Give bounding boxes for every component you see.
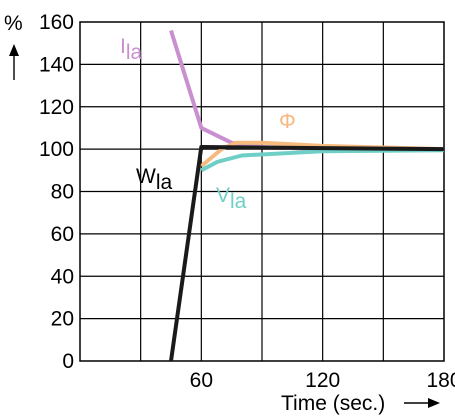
series-line-w — [169, 145, 445, 362]
series-label-i: Ila — [120, 35, 143, 64]
y-tick-label: 20 — [51, 308, 74, 331]
series-line-i — [169, 29, 444, 152]
y-axis-label: % — [4, 12, 23, 35]
x-tick-label: 180 — [426, 369, 455, 392]
y-tick-label: 80 — [51, 181, 74, 204]
y-tick-label: 100 — [39, 138, 74, 161]
y-tick-label: 0 — [62, 350, 74, 373]
x-axis-label: Time (sec.) — [281, 392, 385, 415]
y-tick-label: 60 — [51, 223, 74, 246]
x-tick-label: 60 — [190, 369, 213, 392]
series-label-v: Vla — [216, 184, 247, 213]
y-tick-label: 160 — [39, 11, 74, 34]
series-label-phi: Φ — [279, 110, 296, 133]
y-tick-label: 40 — [51, 265, 74, 288]
y-tick-label: 120 — [39, 96, 74, 119]
series-label-w: Wla — [136, 165, 172, 194]
y-tick-label: 140 — [39, 53, 74, 76]
x-tick-label: 120 — [305, 369, 340, 392]
x-axis-arrow-head — [428, 398, 440, 408]
y-axis-arrow-head — [9, 44, 19, 56]
series-line-v — [200, 148, 445, 173]
